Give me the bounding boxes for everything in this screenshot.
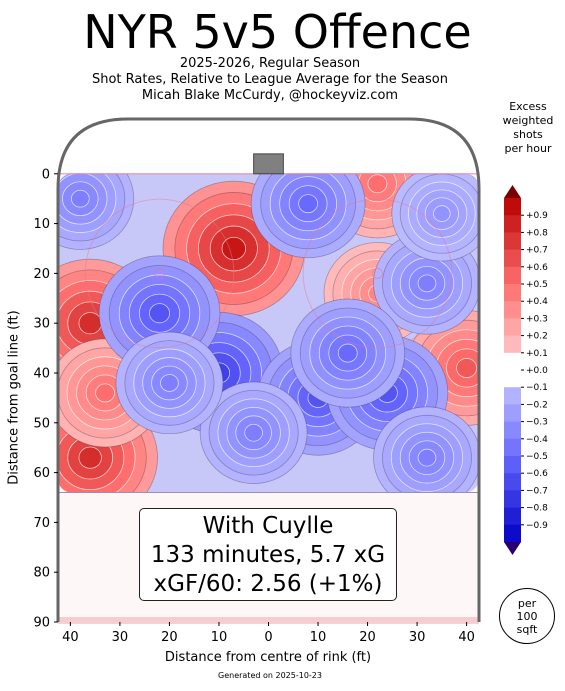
- colorbar-band-0: [504, 198, 521, 216]
- summary-line-minutes: 133 minutes, 5.7 xG: [150, 542, 386, 568]
- y-tick-label-3: 30: [33, 317, 50, 332]
- colorbar-label-13: −0.4: [526, 435, 548, 445]
- colorbar-band-17: [504, 490, 521, 509]
- x-tick-label-0: 40: [62, 630, 79, 645]
- faceoff-dot-0: [154, 267, 165, 279]
- hotspot-15: [373, 406, 479, 493]
- colorbar-label-14: −0.5: [526, 452, 548, 462]
- colorbar-band-1: [504, 215, 521, 233]
- colorbar-arrow-top: [504, 185, 521, 198]
- faceoff-dot-1: [372, 267, 383, 279]
- hotspot-11: [250, 173, 366, 259]
- subtitle-description: Shot Rates, Relative to League Average f…: [91, 72, 449, 87]
- colorbar-band-11: [504, 387, 521, 405]
- colorbar-label-0: +0.9: [526, 211, 548, 221]
- hotspot-18: [391, 173, 479, 262]
- colorbar-label-6: +0.3: [526, 314, 548, 324]
- y-axis-label: Distance from goal line (ft): [6, 310, 22, 485]
- colorbar-band-10: [504, 370, 521, 388]
- faceoff-circle-0: [84, 198, 235, 349]
- colorbar-band-3: [504, 249, 521, 268]
- x-tick-label-5: 10: [310, 630, 327, 645]
- colorbar-band-15: [504, 456, 521, 474]
- colorbar-band-9: [504, 352, 521, 371]
- x-tick-label-3: 10: [211, 630, 228, 645]
- y-tick-label-8: 80: [33, 566, 50, 581]
- colorbar-label-16: −0.7: [526, 486, 548, 496]
- colorbar-band-18: [504, 507, 521, 526]
- y-tick-label-1: 10: [33, 217, 50, 232]
- hotspot-17: [115, 331, 224, 435]
- x-tick-label-1: 30: [112, 630, 129, 645]
- y-tick-label-5: 50: [33, 416, 50, 431]
- colorbar-title: Excess weighted shots per hour: [502, 100, 554, 155]
- colorbar-arrow-bottom: [504, 542, 521, 555]
- colorbar-label-9: +0.0: [526, 366, 548, 376]
- colorbar-band-7: [504, 318, 521, 337]
- hotspot-13: [290, 298, 406, 408]
- subtitle-season: 2025-2026, Regular Season: [179, 56, 361, 71]
- goal-net: [253, 153, 284, 175]
- x-tick-label-8: 40: [458, 630, 475, 645]
- x-tick-label-6: 20: [359, 630, 376, 645]
- colorbar-band-2: [504, 232, 521, 251]
- faceoff-circle-1: [302, 198, 453, 349]
- colorbar-band-16: [504, 473, 521, 491]
- summary-line-player: With Cuylle: [202, 513, 334, 539]
- y-tick-label-9: 90: [33, 616, 50, 631]
- y-tick-label-2: 20: [33, 267, 50, 282]
- y-tick-label-0: 0: [42, 167, 50, 182]
- summary-line-xgf: xGF/60: 2.56 (+1%): [153, 571, 383, 597]
- chart-title: NYR 5v5 Offence: [83, 5, 472, 59]
- summary-box: With Cuylle 133 minutes, 5.7 xG xGF/60: …: [139, 508, 397, 601]
- colorbar-label-17: −0.8: [526, 504, 548, 514]
- hotspot-16: [58, 173, 135, 250]
- colorbar-label-8: +0.1: [526, 349, 548, 359]
- unit-badge: per 100 sqft: [499, 588, 555, 644]
- colorbar-label-1: +0.8: [526, 228, 548, 238]
- colorbar-band-6: [504, 301, 521, 319]
- colorbar-label-4: +0.5: [526, 280, 548, 290]
- colorbar-label-12: −0.3: [526, 418, 548, 428]
- heat-zone: [58, 173, 479, 493]
- colorbar-band-19: [504, 524, 521, 543]
- x-axis-label: Distance from centre of rink (ft): [164, 650, 372, 665]
- y-tick-label-6: 60: [33, 466, 50, 481]
- colorbar-band-14: [504, 438, 521, 457]
- blue-line: [58, 617, 479, 624]
- colorbar-label-3: +0.6: [526, 263, 548, 273]
- subtitle-author: Micah Blake McCurdy, @hockeyviz.com: [141, 88, 399, 103]
- x-tick-label-4: 0: [264, 630, 272, 645]
- colorbar: +0.9 +0.8 +0.7 +0.6 +0.5 +0.4 +0.3 +0.2 +0.1 +0.0…: [504, 185, 548, 555]
- colorbar-label-5: +0.4: [526, 297, 548, 307]
- colorbar-label-18: −0.9: [526, 521, 548, 531]
- colorbar-band-5: [504, 284, 521, 302]
- colorbar-band-8: [504, 335, 521, 354]
- x-tick-label-7: 30: [409, 630, 426, 645]
- colorbar-label-11: −0.2: [526, 400, 548, 410]
- y-tick-label-4: 40: [33, 366, 50, 381]
- hotspot-14: [199, 381, 308, 484]
- x-tick-label-2: 20: [161, 630, 178, 645]
- colorbar-label-10: −0.1: [526, 383, 548, 393]
- colorbar-label-15: −0.6: [526, 469, 548, 479]
- colorbar-band-4: [504, 266, 521, 285]
- colorbar-band-12: [504, 404, 521, 423]
- colorbar-band-13: [504, 421, 521, 440]
- colorbar-label-7: +0.2: [526, 332, 548, 342]
- rink-boards: [56, 117, 481, 622]
- generated-date: Generated on 2025-10-23: [218, 671, 322, 680]
- y-tick-label-7: 70: [33, 516, 50, 531]
- colorbar-label-2: +0.7: [526, 246, 548, 256]
